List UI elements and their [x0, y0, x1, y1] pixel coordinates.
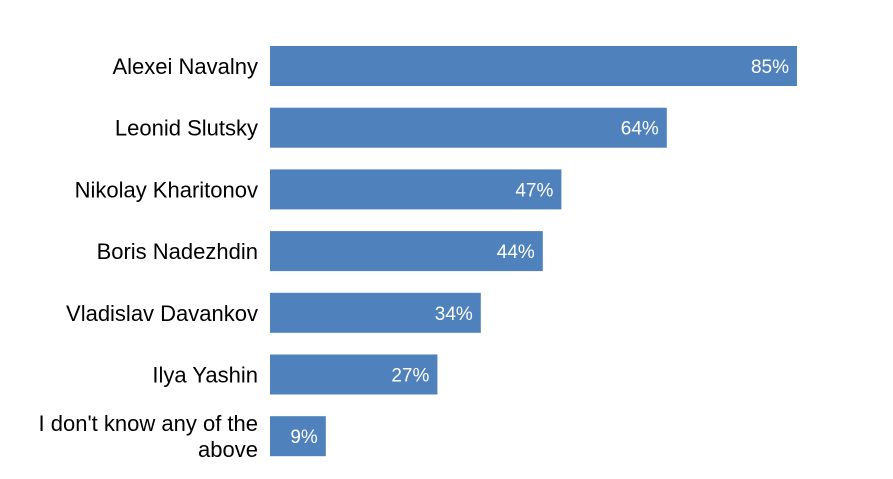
value-label-5: 27%	[391, 366, 429, 387]
value-labels-group: 85% 64% 47% 44% 34% 27% 9%	[290, 57, 789, 448]
bar-3	[270, 231, 543, 272]
bar-5	[270, 354, 438, 395]
value-label-6: 9%	[290, 427, 318, 448]
category-label-3: Boris Nadezhdin	[97, 239, 258, 264]
bar-1	[270, 107, 667, 148]
bar-2	[270, 169, 562, 210]
category-label-2: Nikolay Kharitonov	[75, 177, 258, 202]
value-label-3: 44%	[497, 242, 535, 263]
value-label-2: 47%	[515, 180, 553, 201]
category-label-1: Leonid Slutsky	[115, 116, 258, 141]
category-label-5: Ilya Yashin	[152, 363, 258, 388]
bars-group	[270, 46, 797, 457]
value-label-1: 64%	[621, 119, 659, 140]
category-label-0: Alexei Navalny	[112, 54, 258, 79]
value-label-4: 34%	[435, 304, 473, 325]
bar-0	[270, 46, 797, 86]
bar-4	[270, 292, 481, 333]
category-label-4: Vladislav Davankov	[66, 301, 258, 326]
category-label-6: I don't know any of the above	[39, 411, 258, 462]
value-label-0: 85%	[751, 57, 789, 78]
category-labels-group: Alexei Navalny Leonid Slutsky Nikolay Khar…	[39, 54, 258, 462]
bar-6	[270, 416, 326, 457]
